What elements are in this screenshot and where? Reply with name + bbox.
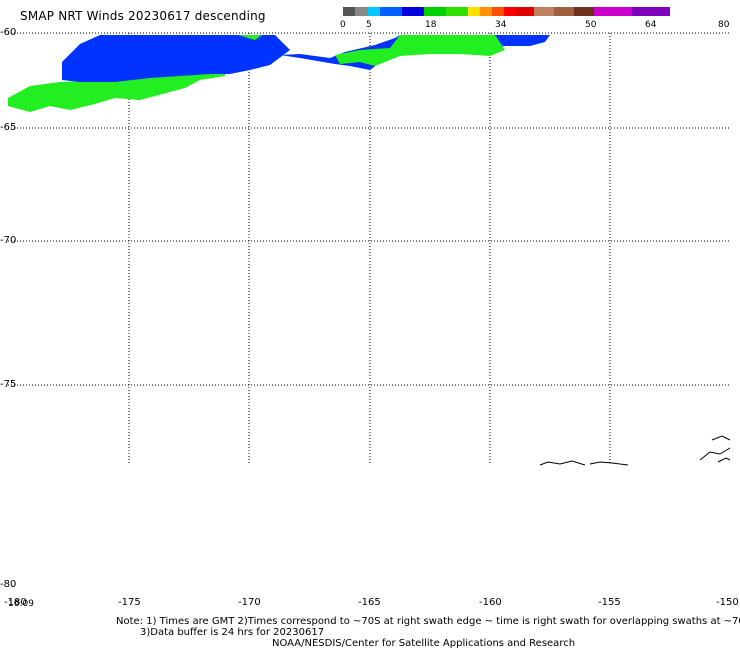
colorbar-segment [480,7,492,16]
colorbar-segment [632,7,670,16]
wind-swath [8,66,225,112]
time-label: 16:09 [8,599,34,609]
longitude-label: -155 [598,597,621,608]
latitude-label: -65 [0,122,17,133]
colorbar-segment [343,7,355,16]
colorbar-segment [554,7,574,16]
colorbar-tick-label: 18 [425,20,437,30]
colorbar-tick-label: 34 [495,20,507,30]
colorbar-tick-label: 50 [585,20,597,30]
longitude-label: -180 [4,597,27,608]
wind-swaths [8,35,550,112]
latitude-label: -60 [0,27,17,38]
colorbar-segment [446,7,468,16]
chart-title: SMAP NRT Winds 20230617 descending [20,9,266,23]
longitude-label: -170 [238,597,261,608]
coastline-segment [717,457,731,463]
colorbar-tick-label: 0 [340,20,346,30]
note-line-1: Note: 1) Times are GMT 2)Times correspon… [116,616,740,627]
colorbar-segment [516,7,534,16]
colorbar-segment [368,7,380,16]
coastline-segment [539,460,586,466]
note-line-2: 3)Data buffer is 24 hrs for 20230617 [140,627,325,638]
colorbar-segment [594,7,632,16]
colorbar-tick-label: 64 [645,20,657,30]
colorbar [343,7,730,16]
coastline-segment [699,447,731,461]
graticule [8,32,730,465]
colorbar-tick-label: 5 [366,20,372,30]
longitude-label: -175 [118,597,141,608]
colorbar-segment [574,7,594,16]
colorbar-segment [355,7,368,16]
longitude-label: -165 [358,597,381,608]
coastline-segment [589,461,629,466]
wind-swath [335,35,505,66]
colorbar-segment [380,7,402,16]
latitude-label: -80 [0,579,17,590]
colorbar-segment [492,7,504,16]
longitude-label: -160 [479,597,502,608]
colorbar-segment [534,7,554,16]
colorbar-segment [468,7,480,16]
latitude-label: -75 [0,379,17,390]
longitude-label: -150 [716,597,739,608]
colorbar-tick-label: 80 [718,20,730,30]
coastline-segment [711,435,731,441]
wind-swath [62,35,290,82]
latitude-label: -70 [0,235,17,246]
colorbar-segment [424,7,446,16]
wind-swath [238,35,262,40]
colorbar-segment [504,7,516,16]
coastline [539,435,731,466]
note-line-3: NOAA/NESDIS/Center for Satellite Applica… [272,638,576,649]
colorbar-segment [402,7,424,16]
